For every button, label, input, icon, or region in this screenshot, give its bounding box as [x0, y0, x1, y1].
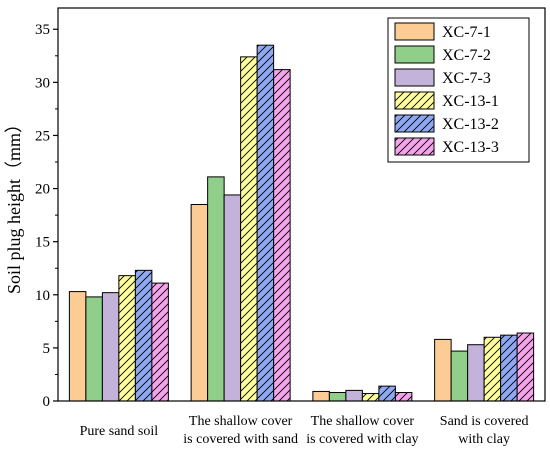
bar-xc-13-3-cat-3: [394, 392, 413, 402]
y-tick-label: 0: [43, 394, 51, 410]
y-tick-label: 30: [35, 75, 50, 91]
bar-xc-13-1-cat-3: [361, 393, 380, 402]
bar-xc-13-3-cat-2: [273, 69, 291, 402]
y-tick-label: 5: [43, 341, 51, 357]
bar-xc-13-2-cat-4: [500, 334, 518, 402]
y-tick-label: 15: [35, 235, 50, 251]
legend-swatch-xc-7-1: [394, 22, 435, 41]
legend-label-xc-7-2: XC-7-2: [442, 47, 491, 64]
y-axis-title: Soil plug height（mm）: [4, 115, 24, 294]
axes-layer: Pure sand soil The shallow cover is covere…: [4, 7, 546, 447]
bar-xc-7-2-cat-3: [328, 392, 347, 402]
category-label-4: Sand is covered with clay: [440, 414, 529, 447]
category-label-1: Pure sand soil: [80, 424, 159, 439]
legend-label-xc-7-3: XC-7-3: [442, 70, 491, 87]
legend-label-xc-7-1: XC-7-1: [442, 24, 491, 41]
bar-xc-7-1-cat-4: [434, 338, 452, 402]
bar-xc-7-2-cat-2: [207, 176, 225, 402]
bar-xc-13-3-cat-1: [151, 282, 169, 402]
bar-xc-7-3-cat-4: [467, 344, 485, 402]
y-tick-label: 25: [35, 128, 50, 144]
legend-swatch-xc-13-2: [394, 114, 435, 133]
bar-xc-13-1-cat-4: [483, 336, 502, 402]
bar-xc-13-3-cat-4: [516, 332, 535, 402]
bar-xc-7-2-cat-4: [450, 350, 469, 402]
legend-label-xc-13-2: XC-13-2: [442, 116, 499, 133]
legend-swatch-xc-13-3: [394, 137, 435, 156]
bar-xc-7-1-cat-1: [68, 291, 87, 402]
bar-xc-7-3-cat-2: [223, 194, 242, 402]
legend-swatch-xc-7-3: [394, 68, 435, 87]
bar-xc-13-1-cat-2: [240, 56, 258, 402]
bar-xc-13-2-cat-3: [378, 385, 396, 402]
legend-label-xc-13-3: XC-13-3: [442, 139, 499, 156]
bar-xc-7-2-cat-1: [85, 296, 103, 402]
bars-layer: [68, 44, 535, 402]
legend-swatch-xc-13-1: [394, 91, 435, 110]
legend-swatch-xc-7-2: [394, 45, 435, 64]
bar-xc-7-1-cat-2: [190, 204, 209, 402]
category-label-3: The shallow cover is covered with clay: [306, 414, 418, 447]
legend: XC-7-1 XC-7-2 XC-7-3 XC-13-1 XC-13-2 XC-13-3: [387, 17, 530, 163]
bar-xc-7-3-cat-1: [101, 292, 120, 402]
plot-frame: [57, 7, 546, 402]
bar-xc-13-1-cat-1: [118, 275, 136, 402]
bar-xc-7-1-cat-3: [312, 390, 330, 402]
bar-xc-13-2-cat-2: [256, 44, 275, 402]
y-tick-label: 35: [35, 22, 50, 38]
y-tick-label: 10: [35, 288, 50, 304]
category-label-2: The shallow cover is covered with sand: [183, 414, 298, 447]
bar-xc-13-2-cat-1: [134, 269, 153, 402]
y-tick-label: 20: [35, 182, 50, 198]
legend-label-xc-13-1: XC-13-1: [442, 93, 499, 110]
bar-xc-7-3-cat-3: [345, 389, 363, 402]
